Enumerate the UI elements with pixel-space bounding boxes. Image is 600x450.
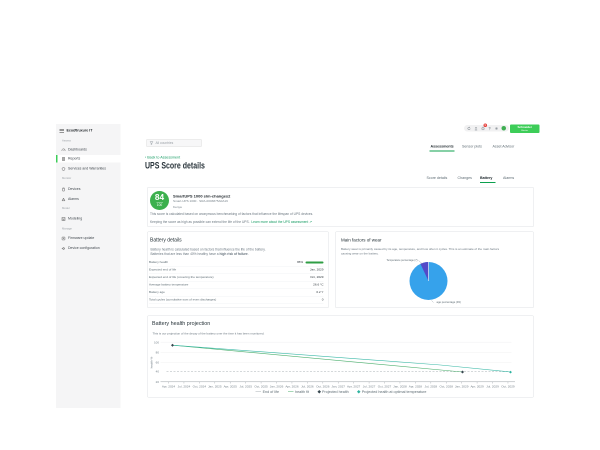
svg-text:20: 20 [156,380,160,384]
svg-text:100: 100 [154,340,159,344]
svg-text:80: 80 [156,350,160,354]
svg-text:health %: health % [150,356,154,368]
svg-text:40: 40 [156,370,160,374]
svg-text:60: 60 [156,361,160,365]
